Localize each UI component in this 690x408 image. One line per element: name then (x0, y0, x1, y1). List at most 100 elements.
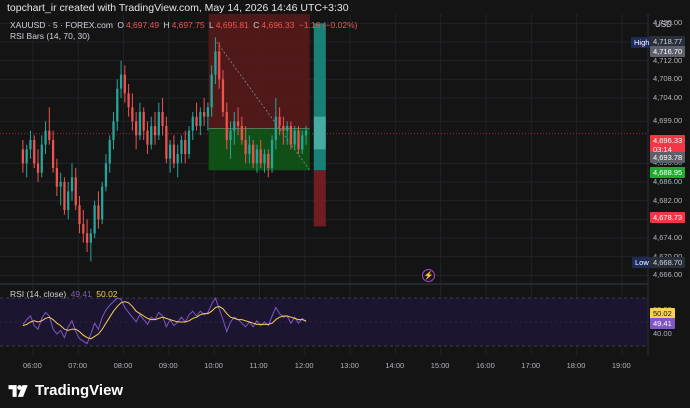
candle-body (248, 144, 251, 154)
candle-body (202, 112, 206, 117)
candle-body (123, 74, 126, 94)
price-tick-label: 4,712.00 (653, 55, 683, 65)
time-tick-label: 13:00 (340, 361, 359, 370)
time-tick-label: 18:00 (566, 361, 586, 370)
price-tick-label: 4,720.00 (653, 18, 683, 28)
candle-body (101, 186, 104, 220)
price-tag-4693: 4,693.78 (650, 152, 686, 163)
candle-body (172, 144, 176, 164)
rsi-legend[interactable]: RSI (14, close) 49.41 50.02 (10, 289, 120, 299)
high-price-tag: 4,718.77 (650, 36, 686, 47)
candle-body (142, 112, 145, 131)
candle-body (187, 130, 191, 154)
rsi-line (22, 296, 307, 345)
current-price-tag: 4,696.33 03:14 (650, 135, 686, 155)
time-tick-label: 16:00 (476, 361, 495, 370)
candle-body (135, 121, 138, 136)
candle-body (93, 205, 96, 234)
symbol-label[interactable]: XAUUSD · 5 · FOREX.com (10, 20, 113, 30)
close-label: C (253, 20, 260, 30)
candle-body (67, 191, 70, 210)
candle-body (206, 107, 210, 117)
candle-body (29, 140, 32, 150)
candle-body (225, 112, 228, 140)
projection-highlight (313, 116, 326, 150)
candle-body (51, 140, 55, 168)
open-label: O (117, 20, 124, 30)
rsi-ma-value: 50.02 (96, 289, 118, 299)
candle-body (138, 112, 142, 136)
candle-body (116, 88, 119, 122)
candlestick-series (21, 37, 308, 262)
price-tick-label: 4,699.00 (653, 116, 683, 126)
low-marker: Low (632, 257, 652, 268)
candle-body (168, 144, 172, 159)
price-tick-label: 4,670.00 (653, 252, 682, 261)
close-value: 4,696.33 (261, 20, 295, 30)
candle-body (176, 154, 179, 164)
candle-body (44, 130, 47, 145)
candle-body (21, 149, 25, 164)
candle-body (195, 116, 198, 126)
candle-body (214, 51, 217, 75)
time-tick-label: 08:00 (113, 361, 133, 370)
candle-body (112, 121, 115, 140)
lightning-icon[interactable]: ⚡ (422, 269, 435, 282)
rsi-tick-label: 40.00 (653, 329, 672, 338)
price-tick-label: 4,666.00 (653, 270, 683, 280)
take-profit-zone (208, 128, 310, 171)
candle-body (161, 112, 164, 126)
candle-body (36, 163, 40, 173)
candle-body (131, 107, 134, 122)
time-tick-label: 15:00 (430, 361, 450, 370)
time-tick-label: 10:00 (204, 361, 223, 370)
rsi-value: 49.41 (70, 289, 92, 299)
candle-body (85, 233, 89, 243)
candle-body (89, 233, 92, 243)
high-label: H (163, 20, 170, 30)
stop-price-tag: 4,678.73 (650, 212, 686, 223)
candle-body (150, 126, 153, 145)
candle-body (108, 140, 111, 164)
bar-countdown: 03:14 (653, 145, 672, 154)
candle-body (74, 177, 77, 206)
candle-body (199, 112, 202, 126)
position-tool[interactable] (208, 14, 326, 227)
time-tick-label: 07:00 (68, 361, 88, 370)
candle-body (25, 149, 28, 164)
candle-body (33, 140, 36, 164)
candle-body (270, 140, 274, 168)
candle-body (304, 130, 308, 136)
projection-stop-bar (313, 170, 326, 227)
chart-caption: topchart_ir created with TradingView.com… (7, 2, 349, 14)
candle-body (210, 74, 213, 108)
candle-body (127, 93, 130, 108)
rsi-ma-line (22, 301, 307, 340)
indicator-legend[interactable]: RSI Bars (14, 70, 30) (10, 31, 90, 41)
candle-body (78, 205, 81, 224)
candle-body (267, 154, 270, 168)
time-tick-label: 11:00 (249, 361, 268, 370)
candle-body (259, 149, 262, 164)
time-tick-label: 06:00 (23, 361, 42, 370)
candle-body (221, 79, 225, 112)
projection-target-bar (313, 23, 326, 171)
chart-canvas[interactable] (0, 0, 690, 378)
time-tick-label: 19:00 (611, 361, 631, 370)
price-tick-label: 4,682.00 (653, 195, 683, 205)
candle-body (165, 126, 168, 159)
low-label: L (209, 20, 214, 30)
candle-body (229, 130, 232, 140)
candle-body (157, 112, 160, 136)
currency-label[interactable]: USD (655, 20, 672, 29)
candle-body (289, 126, 293, 145)
rsi-pane (0, 296, 648, 347)
brand-name: TradingView (35, 382, 124, 399)
price-tick-label: 4,686.00 (653, 177, 683, 186)
tradingview-logo[interactable]: TradingView (8, 382, 123, 399)
current-price: 4,696.33 (653, 136, 683, 145)
rsi-label: RSI (14, close) (10, 289, 67, 299)
time-tick-label: 17:00 (521, 361, 541, 370)
candle-body (252, 144, 255, 164)
rsi-ma-tag: 50.02 (650, 308, 675, 319)
